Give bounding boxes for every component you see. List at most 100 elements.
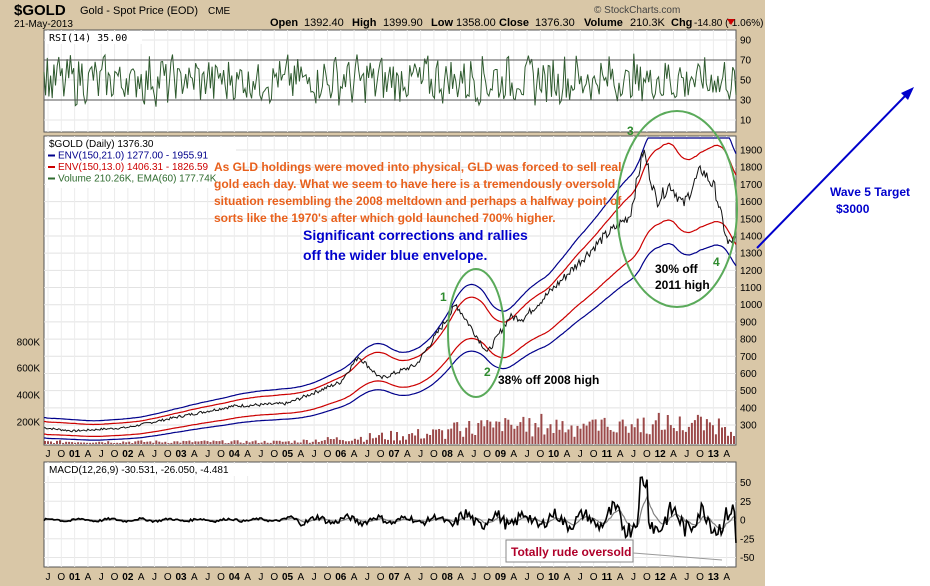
x-tick-label-bottom: J (99, 572, 104, 583)
volume-bar (393, 440, 395, 444)
x-tick-label-mid: O (377, 449, 385, 460)
volume-bar (486, 420, 489, 444)
volume-bar (233, 440, 236, 444)
volume-bar (477, 423, 480, 444)
header-date: 21-May-2013 (14, 19, 73, 30)
x-tick-label-bottom: J (631, 572, 636, 583)
x-tick-label-mid: O (57, 449, 65, 460)
x-tick-label-mid: 07 (388, 449, 400, 460)
volume-bar (269, 442, 272, 444)
x-tick-label-bottom: O (377, 572, 385, 583)
volume-bar (314, 439, 317, 444)
blue-note: Significant corrections and rallies off … (303, 227, 528, 263)
x-tick-label-bottom: O (483, 572, 491, 583)
x-tick-label-mid: O (324, 449, 332, 460)
volume-bar (248, 442, 251, 444)
volume-bar (495, 421, 498, 444)
volume-bar (420, 438, 423, 444)
x-tick-label-bottom: J (152, 572, 157, 583)
volume-bar (50, 441, 52, 444)
x-tick-label-mid: O (430, 449, 438, 460)
volume-bar (435, 429, 438, 444)
volume-bar (468, 421, 471, 444)
x-tick-label-bottom: A (617, 572, 624, 583)
x-tick-label-bottom: 01 (69, 572, 81, 583)
x-tick-label-bottom: A (298, 572, 305, 583)
price-tick-label: 400 (740, 403, 757, 414)
volume-bar (356, 439, 359, 444)
volume-bar (558, 429, 561, 444)
volume-bar (639, 432, 642, 444)
x-tick-label-mid: J (46, 449, 51, 460)
volume-bar (86, 442, 89, 444)
volume-bar (131, 443, 134, 444)
volume-bar (242, 443, 245, 444)
volume-bar (510, 424, 513, 444)
x-tick-label-mid: 13 (708, 449, 720, 460)
volume-bars (44, 412, 735, 444)
volume-bar (531, 436, 534, 444)
volume-bar (618, 421, 621, 444)
x-tick-label-mid: 12 (655, 449, 667, 460)
price-series (44, 137, 737, 441)
header-exchange: CME (208, 6, 231, 17)
volume-bar (597, 430, 600, 444)
x-tick-label-mid: O (111, 449, 119, 460)
down-arrow-icon (727, 19, 735, 25)
legend-bg (46, 138, 236, 188)
low-label: Low (431, 17, 453, 29)
volume-bar (624, 426, 627, 444)
x-tick-label-bottom: A (351, 572, 358, 583)
x-tick-label-bottom: A (85, 572, 92, 583)
volume-bar (534, 423, 537, 444)
volume-bar (600, 419, 603, 444)
price-tick-label: 1600 (740, 197, 763, 208)
open-label: Open (270, 17, 298, 29)
volume-bar (359, 436, 362, 444)
x-tick-label-mid: J (471, 449, 476, 460)
volume-bar (56, 440, 58, 444)
volume-bar (576, 425, 579, 444)
x-tick-label-bottom: 10 (548, 572, 560, 583)
volume-bar (426, 433, 429, 444)
x-tick-label-mid: J (365, 449, 370, 460)
inner-envelope-lower (44, 219, 737, 437)
x-tick-label-mid: J (684, 449, 689, 460)
volume-bar (693, 420, 696, 444)
wave-5-arrowhead-icon (901, 87, 914, 100)
header-symbol: $GOLD (14, 2, 66, 19)
off-2011-line-1: 30% off (655, 262, 699, 276)
x-tick-label-bottom: O (696, 572, 704, 583)
x-tick-label-mid: J (152, 449, 157, 460)
volume-bar (44, 441, 46, 444)
x-tick-label-mid: O (590, 449, 598, 460)
volume-bar (381, 432, 383, 444)
volume-bar (59, 440, 61, 444)
volume-bar (224, 443, 227, 444)
volume-bar (672, 428, 675, 444)
macd-label: MACD(12,26,9) -30.531, -26.050, -4.481 (49, 465, 229, 476)
volume-bar (302, 439, 305, 444)
x-tick-label-bottom: A (670, 572, 677, 583)
volume-bar (116, 442, 119, 444)
volume-bar (179, 442, 182, 444)
x-tick-label-bottom: 05 (282, 572, 294, 583)
x-tick-label-mid: 02 (122, 449, 134, 460)
volume-bar (727, 435, 729, 444)
x-tick-label-bottom: O (57, 572, 65, 583)
rsi-tick-label: 30 (740, 96, 752, 107)
volume-tick-label: 600K (17, 364, 41, 375)
wave-5-arrow-line (756, 94, 907, 249)
x-tick-label-bottom: A (138, 572, 145, 583)
x-tick-label-bottom: O (643, 572, 651, 583)
volume-bar (230, 441, 233, 444)
price-tick-label: 600 (740, 369, 757, 380)
price-tick-label: 1500 (740, 214, 763, 225)
x-tick-label-bottom: O (111, 572, 119, 583)
x-tick-label-bottom: 08 (442, 572, 454, 583)
volume-bar (417, 429, 420, 444)
macd-series (43, 476, 737, 543)
wave-1-label: 1 (440, 290, 447, 304)
volume-bar (399, 440, 401, 444)
